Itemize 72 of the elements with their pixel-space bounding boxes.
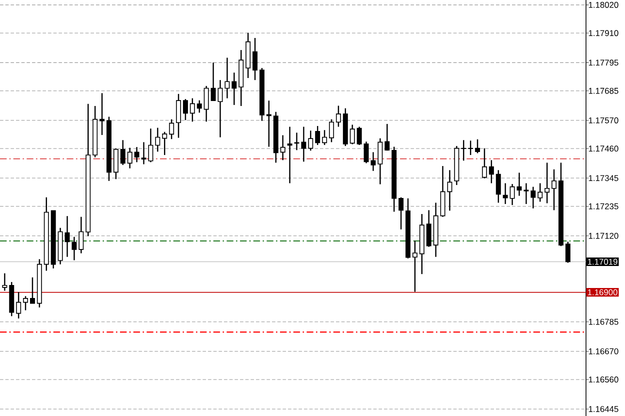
candlestick — [475, 138, 480, 154]
y-tick-label: 1.17120 — [588, 232, 618, 239]
candlestick — [322, 130, 328, 146]
candlestick — [364, 141, 369, 164]
candlestick — [510, 183, 515, 206]
y-tick-label: 1.17235 — [588, 203, 618, 210]
y-tick-label: 1.16445 — [588, 406, 618, 412]
candlestick — [524, 182, 529, 205]
candlestick — [308, 130, 314, 152]
candlestick — [412, 240, 418, 292]
candlestick — [552, 168, 556, 211]
candlestick — [482, 148, 487, 179]
candlestick — [141, 142, 146, 165]
candlestick — [224, 57, 230, 99]
candlestick — [120, 140, 126, 166]
candlestick — [530, 186, 536, 209]
y-tick-label: 1.16560 — [588, 376, 618, 383]
candlestick — [538, 182, 543, 202]
candlestick — [169, 118, 174, 140]
y-tick-label: 1.17345 — [588, 175, 618, 182]
candlestick — [196, 100, 202, 114]
candlestick — [336, 105, 341, 128]
candlestick — [280, 134, 286, 161]
y-tick-label: 1.17910 — [588, 30, 618, 36]
y-tick-label: 1.17460 — [588, 146, 618, 152]
candlestick — [315, 125, 320, 146]
candlestick — [565, 241, 570, 264]
candlestick — [176, 93, 181, 138]
candlestick — [30, 276, 35, 304]
candlestick — [287, 126, 292, 184]
candlestick — [370, 152, 376, 172]
ref-line-label: 1.16900 — [588, 289, 618, 296]
candlestick — [182, 98, 188, 121]
candlestick — [544, 162, 550, 204]
candlestick — [447, 170, 452, 212]
candlestick — [232, 72, 237, 106]
y-tick-label: 1.17795 — [588, 60, 618, 66]
y-tick-label: 1.17685 — [588, 88, 618, 94]
y-tick-label: 1.16785 — [588, 318, 618, 325]
candlestick — [252, 37, 258, 81]
y-tick-label: 1.17570 — [588, 117, 618, 124]
y-tick-label: 1.18020 — [588, 2, 618, 8]
candlestick — [204, 85, 209, 122]
ref-line-label: 1.17019 — [588, 258, 618, 265]
candlestick — [134, 146, 140, 163]
candlestick — [488, 160, 494, 184]
candlestick — [72, 236, 77, 261]
candlestick — [301, 126, 306, 162]
candlestick — [398, 196, 404, 230]
candlestick — [378, 138, 383, 185]
candlestick — [496, 170, 501, 204]
candlestick — [329, 118, 334, 143]
candlestick — [502, 182, 508, 205]
candlestick — [127, 147, 132, 169]
candlestick — [78, 216, 84, 254]
candlestick — [461, 140, 466, 162]
candlestick — [100, 92, 105, 136]
candlestick — [384, 123, 390, 152]
candlestick — [23, 296, 28, 311]
y-tick-label: 1.16670 — [588, 348, 618, 354]
candlestick — [190, 98, 195, 122]
candlestick — [113, 148, 118, 180]
candlestick — [155, 127, 160, 152]
candlestick — [350, 124, 355, 145]
candlestick — [426, 210, 432, 248]
candlestick — [148, 128, 154, 163]
candlestick — [356, 126, 362, 146]
candlestick — [468, 140, 474, 156]
candlestick — [516, 172, 522, 196]
candlestick — [2, 272, 8, 292]
candlestick — [162, 131, 168, 156]
candlestick — [16, 291, 22, 320]
